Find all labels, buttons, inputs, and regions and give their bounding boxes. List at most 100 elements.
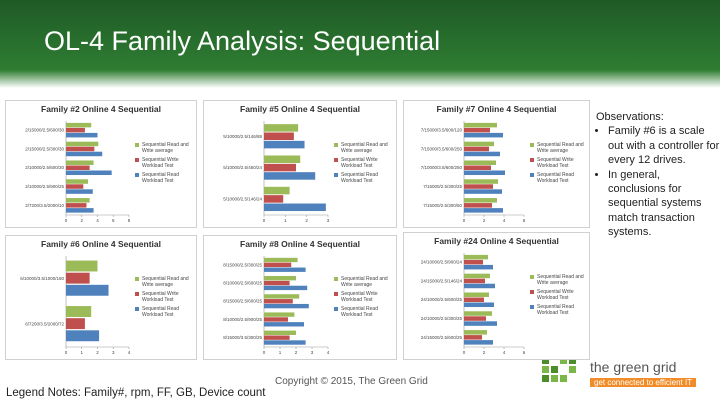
bar xyxy=(66,306,92,317)
legend-item: Sequential Read and Write average xyxy=(334,142,394,154)
bar xyxy=(464,122,497,128)
legend-swatch xyxy=(334,307,338,311)
legend-item: Sequential Write Workload Test xyxy=(135,157,194,169)
legend-item: Sequential Read and Write average xyxy=(530,274,587,286)
legend-item: Sequential Read and Write average xyxy=(135,142,194,154)
bar xyxy=(464,198,497,203)
bar xyxy=(464,273,490,279)
category-label: 8/15000/2.5/600/25 xyxy=(223,299,262,304)
legend-label: Sequential Read and Write average xyxy=(341,142,388,154)
bar xyxy=(464,132,503,138)
chart-title: Family #6 Online 4 Sequential xyxy=(41,239,161,249)
bar xyxy=(264,124,299,132)
category-label: 2/10000/2.5/900/25 xyxy=(25,184,64,189)
legend-swatch xyxy=(135,173,139,177)
x-tick-label: 0 xyxy=(463,218,466,223)
x-tick-label: 3 xyxy=(327,218,330,223)
observations-heading: Observations: xyxy=(596,111,664,123)
bar xyxy=(264,340,306,345)
legend-label: Sequential Read and Write average xyxy=(537,142,584,154)
x-tick-label: 4 xyxy=(327,350,330,355)
bar xyxy=(464,292,489,297)
legend-item: Sequential Write Workload Test xyxy=(530,289,587,301)
x-tick-label: 4 xyxy=(503,350,506,355)
legend-notes: Legend Notes: Family#, rpm, FF, GB, Devi… xyxy=(6,387,266,399)
category-label: 2/15000/2.5/600/30 xyxy=(25,128,64,133)
bar xyxy=(264,155,301,163)
category-label: 2/10000/2.5/600/30 xyxy=(25,165,64,170)
x-tick-label: 8 xyxy=(128,218,131,223)
x-tick-label: 2 xyxy=(483,218,486,223)
category-label: 24/15000/2.5/146/24 xyxy=(421,278,463,283)
legend-item: Sequential Write Workload Test xyxy=(530,157,587,169)
observation: In general, conclusions for sequential s… xyxy=(608,168,720,240)
x-tick-label: 1 xyxy=(80,350,83,355)
chart: 0 1 2 3 5/10000/2.5/146/88 5/10000/2.5/450/24… xyxy=(223,121,330,223)
legend: Sequential Read and Write average Sequent… xyxy=(530,142,587,187)
x-tick-label: 0 xyxy=(65,218,68,223)
category-label: 8/15000/3.5/300/25 xyxy=(223,335,262,340)
bar xyxy=(464,127,490,133)
bar xyxy=(66,260,98,272)
chart: 0 2 4 6 7/15000/3.5/600/120 7/15000/3.5/600/2… xyxy=(421,121,526,223)
bar xyxy=(264,330,296,335)
bar xyxy=(66,170,112,176)
legend-label: Sequential Read and Write average xyxy=(142,142,189,154)
bar xyxy=(464,321,497,326)
chart-panel: Family #6 Online 4 Sequential 0 1 2 3 4 6/1000… xyxy=(5,235,197,360)
legend: Sequential Read and Write average Sequent… xyxy=(135,142,194,187)
bar xyxy=(66,122,92,128)
bar xyxy=(264,267,306,272)
bar xyxy=(66,330,100,342)
legend-label: Sequential Read and Write average xyxy=(537,274,584,286)
x-tick-label: 2 xyxy=(80,218,83,223)
chart-panel: Family #7 Online 4 Sequential 0 2 4 6 7/15000… xyxy=(403,100,590,228)
legend-item: Sequential Read and Write average xyxy=(334,276,394,288)
bar xyxy=(264,203,326,212)
chart-title: Family #24 Online 4 Sequential xyxy=(434,236,559,246)
legend-item: Sequential Read and Write average xyxy=(135,276,194,288)
bar xyxy=(464,283,495,289)
copyright: Copyright © 2015, The Green Grid xyxy=(275,376,428,387)
slide-title: OL-4 Family Analysis: Sequential xyxy=(44,26,441,56)
legend: Sequential Read and Write average Sequent… xyxy=(334,276,394,321)
logo-name: the green grid xyxy=(590,359,677,375)
bar xyxy=(264,195,284,203)
bar xyxy=(66,151,103,157)
bar xyxy=(464,189,502,194)
category-label: 6/7200/3.5/2000/72 xyxy=(25,321,64,326)
category-label: 7/10000/3.5/600/250 xyxy=(421,165,463,170)
legend-swatch xyxy=(530,173,534,177)
x-tick-label: 0 xyxy=(263,218,266,223)
legend-swatch xyxy=(334,277,338,281)
bar xyxy=(264,280,290,286)
category-label: 24/10000/2.5/900/24 xyxy=(421,260,463,265)
legend-swatch xyxy=(334,143,338,147)
bar xyxy=(66,284,109,296)
observations: Observations: Family #6 is a scale out w… xyxy=(596,110,720,240)
legend-swatch xyxy=(530,158,534,162)
bar xyxy=(264,257,298,263)
bar xyxy=(264,303,309,309)
bar xyxy=(464,146,489,152)
chart-panel: Family #8 Online 4 Sequential 0 1 2 3 4 8/1500… xyxy=(203,235,397,360)
bar xyxy=(66,132,98,138)
bar xyxy=(264,317,288,322)
category-label: 24/10000/2.5/600/25 xyxy=(421,297,463,302)
x-tick-label: 0 xyxy=(463,350,466,355)
chart-title: Family #2 Online 4 Sequential xyxy=(41,104,161,114)
bar xyxy=(264,299,293,304)
legend-item: Sequential Write Workload Test xyxy=(135,291,194,303)
bar xyxy=(464,335,482,340)
legend-item: Sequential Read Workload Test xyxy=(530,304,587,316)
bar xyxy=(66,318,85,330)
bar xyxy=(264,312,295,317)
chart-title: Family #8 Online 4 Sequential xyxy=(240,239,360,249)
legend-label: Sequential Read Workload Test xyxy=(341,172,378,184)
bar xyxy=(264,132,294,141)
bar xyxy=(464,160,496,165)
category-label: 5/10000/2.5/450/24 xyxy=(223,165,262,170)
bar xyxy=(66,179,89,184)
chart-title: Family #5 Online 4 Sequential xyxy=(240,104,360,114)
bar xyxy=(66,127,85,133)
